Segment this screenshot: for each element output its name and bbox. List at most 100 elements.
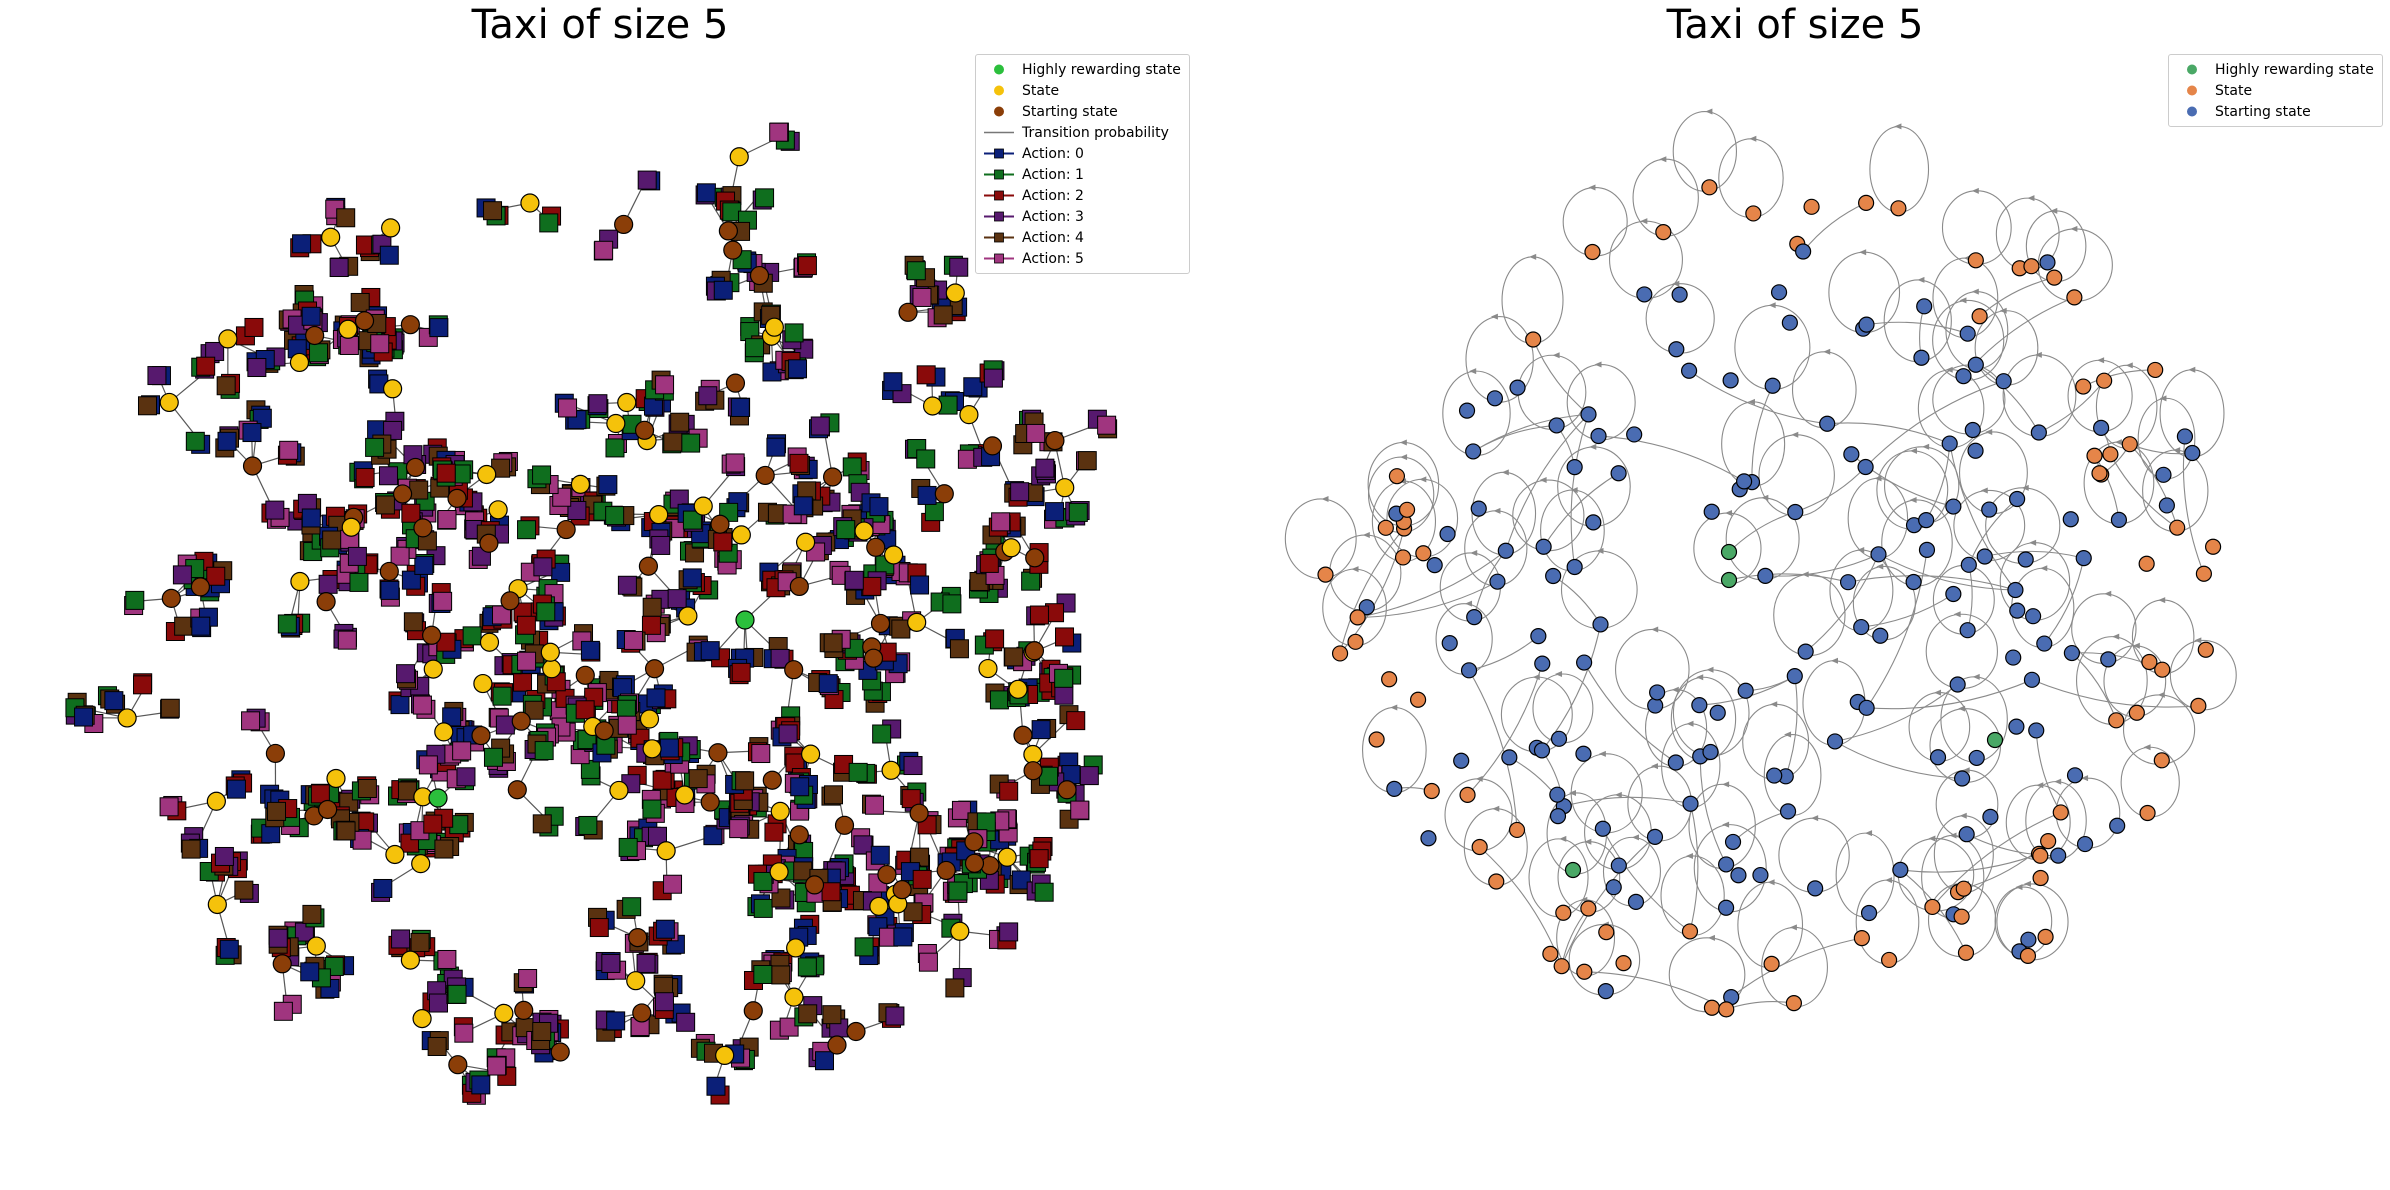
transition-edge [1602,828,1691,932]
legend-action-icon [982,248,1016,269]
state-node [1781,314,1798,331]
action-node [872,724,892,744]
state-node [2155,466,2172,483]
action-node [682,510,702,530]
self-loop [1501,256,1564,345]
edge-arrowhead [2132,642,2140,649]
state-node [1497,542,1514,559]
left-legend-entry: Highly rewarding state [982,59,1181,80]
action-node [605,438,625,458]
legend-action-icon [982,143,1016,164]
transition-edge [1861,593,1954,628]
transition-edge [1966,833,2059,857]
action-node [703,826,723,846]
state-node [1465,443,1482,460]
edge-arrowhead [1351,566,1359,573]
edge-arrowhead [1696,674,1704,681]
action-node [1068,502,1088,522]
state-node [2030,424,2047,441]
state-node [383,379,403,399]
action-node [778,724,798,744]
action-node [836,520,856,540]
state-node [784,660,804,680]
legend-label: Action: 2 [1022,187,1084,204]
transition-edge [1468,635,1539,671]
edge-arrowhead [1761,494,1769,501]
legend-dot [994,106,1004,117]
state-node [881,760,901,780]
state-node [1585,514,1602,531]
state-node [2039,254,2056,271]
state-node [1986,731,2004,749]
state-node [1646,828,1664,845]
action-node [273,1001,293,1021]
state-node [639,709,660,729]
state-node [827,1035,847,1055]
state-node [1819,415,1836,432]
state-node [412,1009,432,1029]
state-node [1533,742,1551,759]
self-loop [1855,879,1920,965]
state-node [488,500,508,520]
action-node [532,814,552,834]
action-node [910,575,930,595]
legend-square [994,211,1004,222]
state-node [1918,541,1936,558]
action-node [172,565,192,585]
state-node [1945,498,1962,515]
action-node [589,918,609,938]
action-node [976,812,996,832]
state-node [2141,653,2158,671]
state-node-layer [1317,179,2222,1018]
edge-arrowhead [1706,666,1714,673]
transition-edge [1751,385,1774,483]
state-node [1795,243,1812,260]
self-loop [1737,881,1804,969]
self-loop [1932,257,1999,339]
legend-label: Action: 4 [1022,229,1084,246]
action-node [265,500,285,520]
state-node [770,801,790,821]
state-node [1615,955,1632,972]
state-node [1839,574,1857,591]
action-node [730,397,750,417]
legend-action-icon [982,185,1016,206]
state-node [718,221,738,241]
state-node [997,847,1017,867]
state-node [634,420,655,440]
edge-arrowhead [1747,398,1755,405]
legend-marker-icon [2175,80,2209,101]
state-node [1471,838,1488,856]
action-node [429,318,449,338]
edge-arrowhead [1859,249,1867,256]
state-node [715,1045,735,1066]
self-loop [1627,765,1693,842]
edge-arrowhead [1588,184,1596,191]
action-node [789,453,809,473]
edge-arrowhead [1909,496,1917,503]
state-node [392,484,413,504]
edge-arrowhead [1631,834,1639,841]
action-node [483,201,503,221]
edge-arrowhead [1598,750,1606,757]
state-node [2204,538,2222,555]
legend-action-icon [982,164,1016,185]
action-node [844,570,864,590]
edge-arrowhead [1707,934,1715,941]
transition-edge [1561,836,1656,967]
action-node [456,767,476,787]
state-node [2197,641,2214,658]
action-node [770,648,790,668]
edge-arrowhead [2158,597,2166,604]
transition-edge [1543,472,1619,548]
self-loop [1284,498,1357,580]
edge-arrowhead [1894,123,1902,130]
state-node [570,474,591,494]
edge-arrowhead [1469,368,1477,375]
state-node [1423,782,1440,800]
state-node [2023,258,2040,275]
action-node [622,897,642,917]
legend-symbol-icon [984,232,1014,243]
self-loop [1442,370,1511,456]
